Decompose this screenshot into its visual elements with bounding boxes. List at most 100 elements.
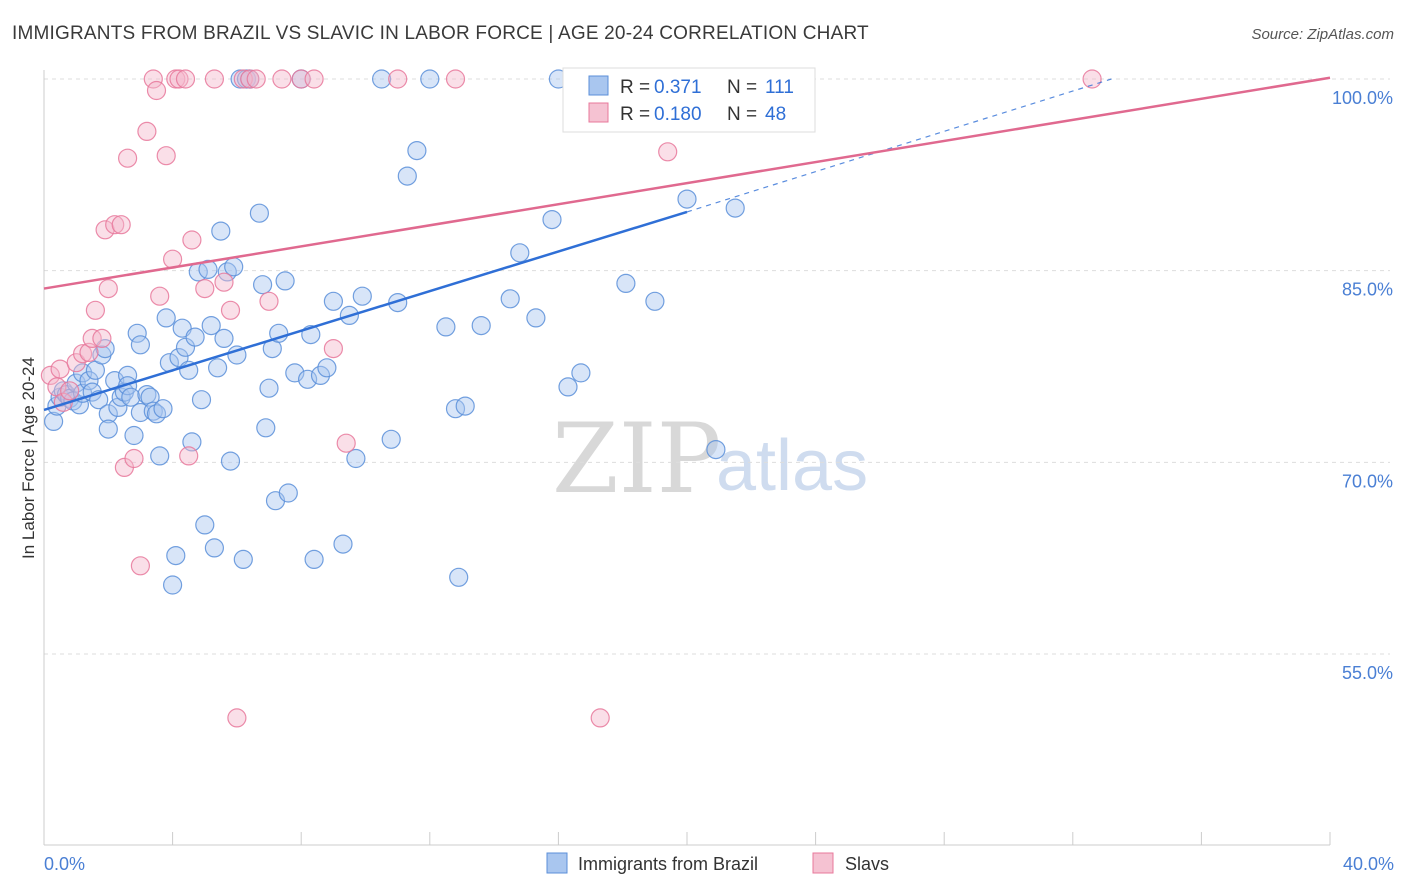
- slavs-point-17: [124, 448, 144, 469]
- slavs-point-28: [179, 446, 199, 466]
- slavs-point-36: [240, 69, 260, 89]
- bottom-legend-swatch-slavs: [812, 852, 834, 874]
- slavs-point-4: [60, 381, 80, 401]
- brazil-point-54: [214, 328, 234, 348]
- brazil-point-71: [278, 483, 298, 503]
- brazil-point-63: [249, 203, 269, 223]
- slavs-point-34: [227, 708, 247, 728]
- series-slavs-points: [40, 69, 1102, 728]
- brazil-point-28: [130, 335, 150, 355]
- brazil-point-35: [153, 399, 173, 419]
- legend-n-value-slavs: 48: [765, 104, 786, 125]
- slavs-point-27: [175, 69, 196, 89]
- series-brazil-points: [43, 69, 810, 595]
- brazil-point-56: [220, 451, 241, 471]
- bottom-legend-label-brazil: Immigrants from Brazil: [578, 854, 758, 874]
- slavs-point-6: [72, 344, 93, 364]
- slavs-point-26: [169, 69, 189, 89]
- brazil-point-18: [98, 419, 118, 439]
- brazil-point-21: [111, 387, 131, 407]
- slavs-point-22: [150, 286, 170, 306]
- brazil-point-96: [510, 243, 530, 263]
- brazil-point-87: [397, 166, 417, 186]
- slavs-point-0: [40, 365, 61, 385]
- brazil-point-88: [407, 141, 427, 161]
- brazil-point-65: [256, 418, 276, 438]
- brazil-point-60: [233, 549, 253, 570]
- brazil-point-48: [195, 515, 215, 535]
- slavs-point-19: [137, 121, 157, 141]
- slavs-point-23: [156, 146, 176, 166]
- brazil-point-95: [500, 289, 520, 309]
- slavs-point-38: [259, 291, 279, 311]
- slavs-point-18: [130, 556, 150, 576]
- trend-line-slavs: [43, 76, 1331, 290]
- brazil-point-30: [137, 385, 157, 405]
- watermark-atlas: atlas: [716, 426, 868, 506]
- brazil-point-40: [169, 348, 189, 368]
- slavs-point-47: [658, 142, 678, 162]
- legend-n-label-slavs: N =: [727, 104, 757, 125]
- trend-lines: [43, 76, 1331, 412]
- brazil-point-39: [166, 545, 186, 566]
- brazil-point-80: [333, 534, 353, 554]
- legend-swatch-slavs: [588, 102, 609, 123]
- brazil-point-25: [121, 387, 141, 407]
- slavs-point-39: [272, 69, 292, 89]
- brazil-point-105: [645, 291, 665, 311]
- bottom-legend-swatch-brazil: [546, 852, 568, 874]
- brazil-point-58: [227, 345, 247, 365]
- slavs-point-2: [50, 359, 70, 379]
- slavs-point-20: [143, 69, 163, 89]
- brazil-point-84: [372, 69, 392, 89]
- trend-line-brazil-extension: [686, 78, 1112, 213]
- brazil-point-89: [420, 69, 440, 89]
- slavs-point-30: [195, 279, 215, 299]
- slavs-point-12: [98, 279, 118, 299]
- brazil-point-50: [201, 316, 221, 336]
- legend-r-value-slavs: 0.180: [654, 104, 702, 125]
- brazil-point-34: [150, 446, 170, 466]
- brazil-point-106: [677, 189, 697, 209]
- brazil-point-92: [449, 567, 469, 587]
- x-ticks: [43, 832, 1331, 845]
- brazil-point-77: [310, 365, 331, 385]
- brazil-point-42: [175, 337, 196, 357]
- legend-swatch-brazil: [588, 75, 609, 96]
- y-tick-label-70: 70.0%: [1342, 471, 1393, 491]
- slavs-point-10: [92, 328, 112, 348]
- brazil-point-11: [79, 371, 99, 391]
- legend-r-label-slavs: R =: [620, 104, 650, 125]
- slavs-point-16: [117, 148, 138, 168]
- brazil-point-55: [217, 262, 237, 282]
- y-tick-label-55: 55.0%: [1342, 663, 1393, 683]
- slavs-point-32: [214, 272, 234, 292]
- slavs-point-42: [323, 339, 343, 359]
- slavs-point-43: [336, 433, 356, 453]
- brazil-point-98: [542, 210, 562, 230]
- slavs-point-13: [105, 215, 125, 235]
- brazil-point-79: [323, 291, 343, 311]
- brazil-point-33: [146, 404, 167, 424]
- brazil-point-47: [191, 390, 212, 410]
- y-tick-labels: 100.0% 85.0% 70.0% 55.0%: [1332, 88, 1393, 683]
- brazil-point-51: [204, 538, 224, 558]
- brazil-point-101: [571, 363, 591, 383]
- stats-legend: R = 0.371 N = 111 R = 0.180 N = 48: [562, 67, 816, 133]
- legend-n-label-brazil: N =: [727, 77, 757, 98]
- slavs-point-48: [1082, 69, 1102, 89]
- trend-line-brazil: [43, 210, 688, 412]
- brazil-point-76: [304, 549, 324, 570]
- slavs-point-8: [82, 328, 102, 348]
- brazil-point-83: [352, 286, 372, 306]
- brazil-point-70: [275, 271, 295, 291]
- brazil-point-49: [198, 259, 218, 279]
- chart-title: IMMIGRANTS FROM BRAZIL VS SLAVIC IN LABO…: [12, 23, 869, 44]
- slavs-point-41: [304, 69, 324, 89]
- legend-r-value-brazil: 0.371: [654, 77, 702, 98]
- y-tick-label-100: 100.0%: [1332, 88, 1393, 108]
- brazil-point-103: [616, 273, 636, 293]
- slavs-point-46: [590, 708, 610, 728]
- brazil-point-94: [471, 316, 491, 336]
